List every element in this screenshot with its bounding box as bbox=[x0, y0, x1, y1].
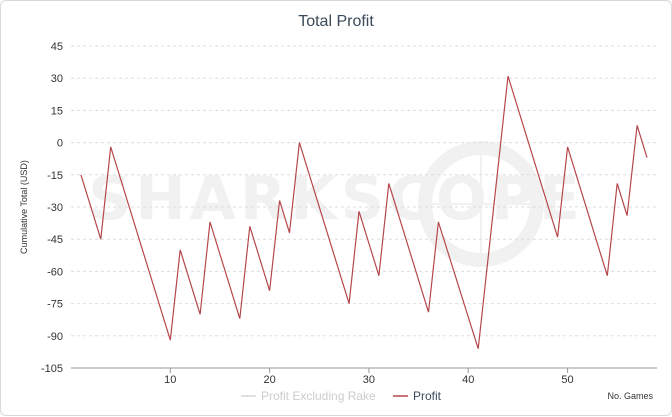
watermark-scope-icon bbox=[418, 141, 544, 267]
chart-title: Total Profit bbox=[298, 13, 374, 30]
y-tick-label: -30 bbox=[47, 202, 63, 214]
y-tick-label: -15 bbox=[47, 170, 63, 182]
y-tick-label: 15 bbox=[51, 105, 63, 117]
y-tick-label: -45 bbox=[47, 234, 63, 246]
x-tick-label: 40 bbox=[462, 374, 474, 386]
legend: Profit Excluding Rake Profit bbox=[241, 389, 442, 403]
x-tick-label: 10 bbox=[164, 374, 176, 386]
y-tick-label: 45 bbox=[51, 41, 63, 53]
y-axis-title: Cumulative Total (USD) bbox=[19, 160, 29, 254]
legend-item[interactable]: Profit bbox=[413, 389, 442, 403]
series-line-1 bbox=[80, 75, 648, 349]
watermark-text: SHARKSCOPE bbox=[88, 164, 584, 234]
y-tick-label: 0 bbox=[57, 138, 63, 150]
series-lines bbox=[80, 75, 648, 349]
x-tick-label: 30 bbox=[363, 374, 375, 386]
y-tick-label: -75 bbox=[47, 299, 63, 311]
x-tick-label: 20 bbox=[263, 374, 275, 386]
x-axis-title: No. Games bbox=[607, 391, 653, 401]
x-tick-label: 50 bbox=[561, 374, 573, 386]
y-tick-label: 30 bbox=[51, 73, 63, 85]
y-tick-label: -105 bbox=[41, 363, 63, 375]
y-axis-ticks: 45 30 15 0 -15 -30 -45 -60 -75 -90 -105 bbox=[41, 41, 63, 375]
x-axis-ticks: 10 20 30 40 50 bbox=[71, 367, 657, 386]
legend-item[interactable]: Profit Excluding Rake bbox=[261, 389, 376, 403]
y-tick-label: -60 bbox=[47, 266, 63, 278]
y-tick-label: -90 bbox=[47, 331, 63, 343]
